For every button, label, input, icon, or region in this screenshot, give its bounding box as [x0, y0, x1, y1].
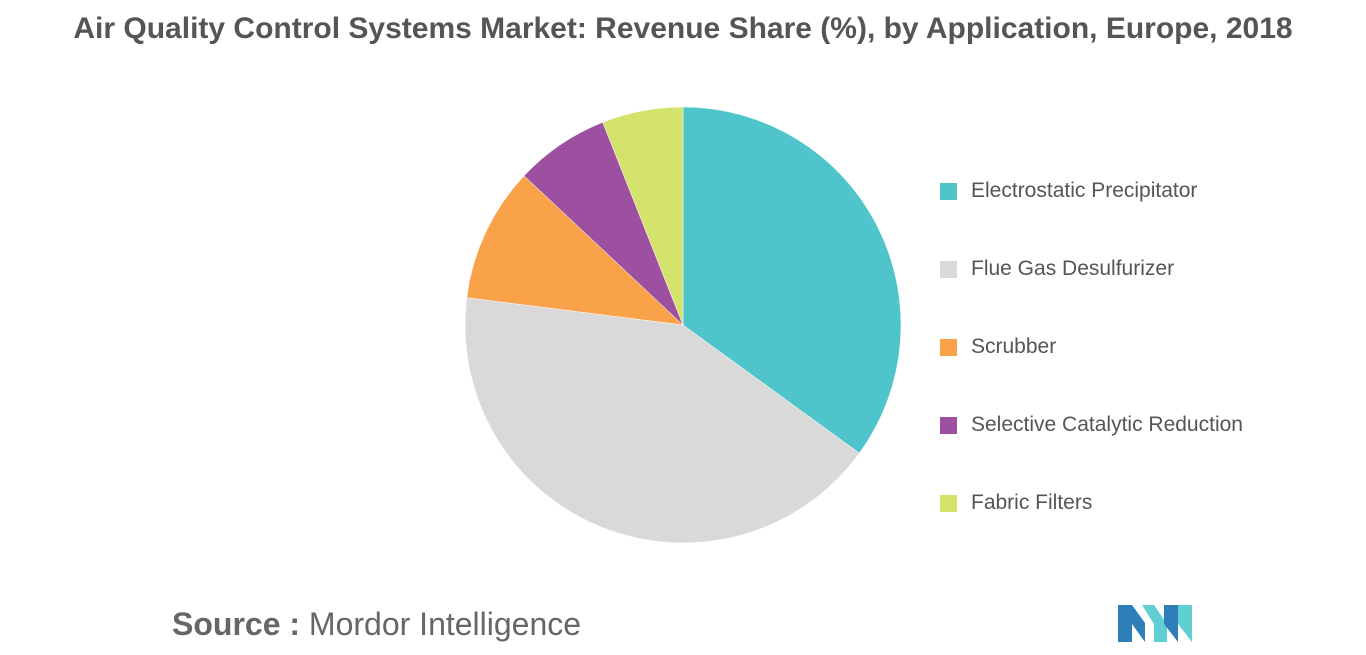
legend-label: Scrubber	[971, 335, 1057, 358]
logo-shape	[1142, 605, 1167, 642]
legend-swatch	[940, 494, 957, 512]
legend-item-selective-catalytic-reduction: Selective Catalytic Reduction	[940, 386, 1243, 464]
legend-label: Flue Gas Desulfurizer	[971, 257, 1175, 280]
pie-slice-electrostatic-precipitator	[682, 106, 902, 454]
mordor-intelligence-logo	[1118, 605, 1192, 642]
legend-label: Electrostatic Precipitator	[971, 179, 1198, 202]
legend-swatch	[940, 260, 957, 278]
pie-slice-fabric-filters	[602, 106, 684, 326]
logo-shape	[1178, 605, 1192, 642]
legend-label: Fabric Filters	[971, 491, 1093, 514]
source-credit: Source : Mordor Intelligence	[172, 606, 581, 643]
chart-title: Air Quality Control Systems Market: Reve…	[73, 12, 1293, 45]
legend-swatch	[940, 416, 957, 434]
legend-item-scrubber: Scrubber	[940, 308, 1243, 386]
legend-swatch	[940, 182, 957, 200]
pie-slice-scrubber	[466, 175, 684, 326]
legend-item-fabric-filters: Fabric Filters	[940, 464, 1243, 542]
source-label: Source :	[172, 606, 301, 642]
legend-swatch	[940, 338, 957, 356]
logo-shape	[1164, 605, 1178, 642]
pie-slice-flue-gas-desulfurizer	[464, 297, 860, 544]
source-text: Mordor Intelligence	[308, 606, 582, 642]
legend-item-electrostatic-precipitator: Electrostatic Precipitator	[940, 152, 1243, 230]
legend-item-flue-gas-desulfurizer: Flue Gas Desulfurizer	[940, 230, 1243, 308]
legend-label: Selective Catalytic Reduction	[971, 413, 1243, 436]
legend: Electrostatic Precipitator Flue Gas Desu…	[940, 152, 1243, 542]
logo-shape	[1118, 605, 1145, 642]
